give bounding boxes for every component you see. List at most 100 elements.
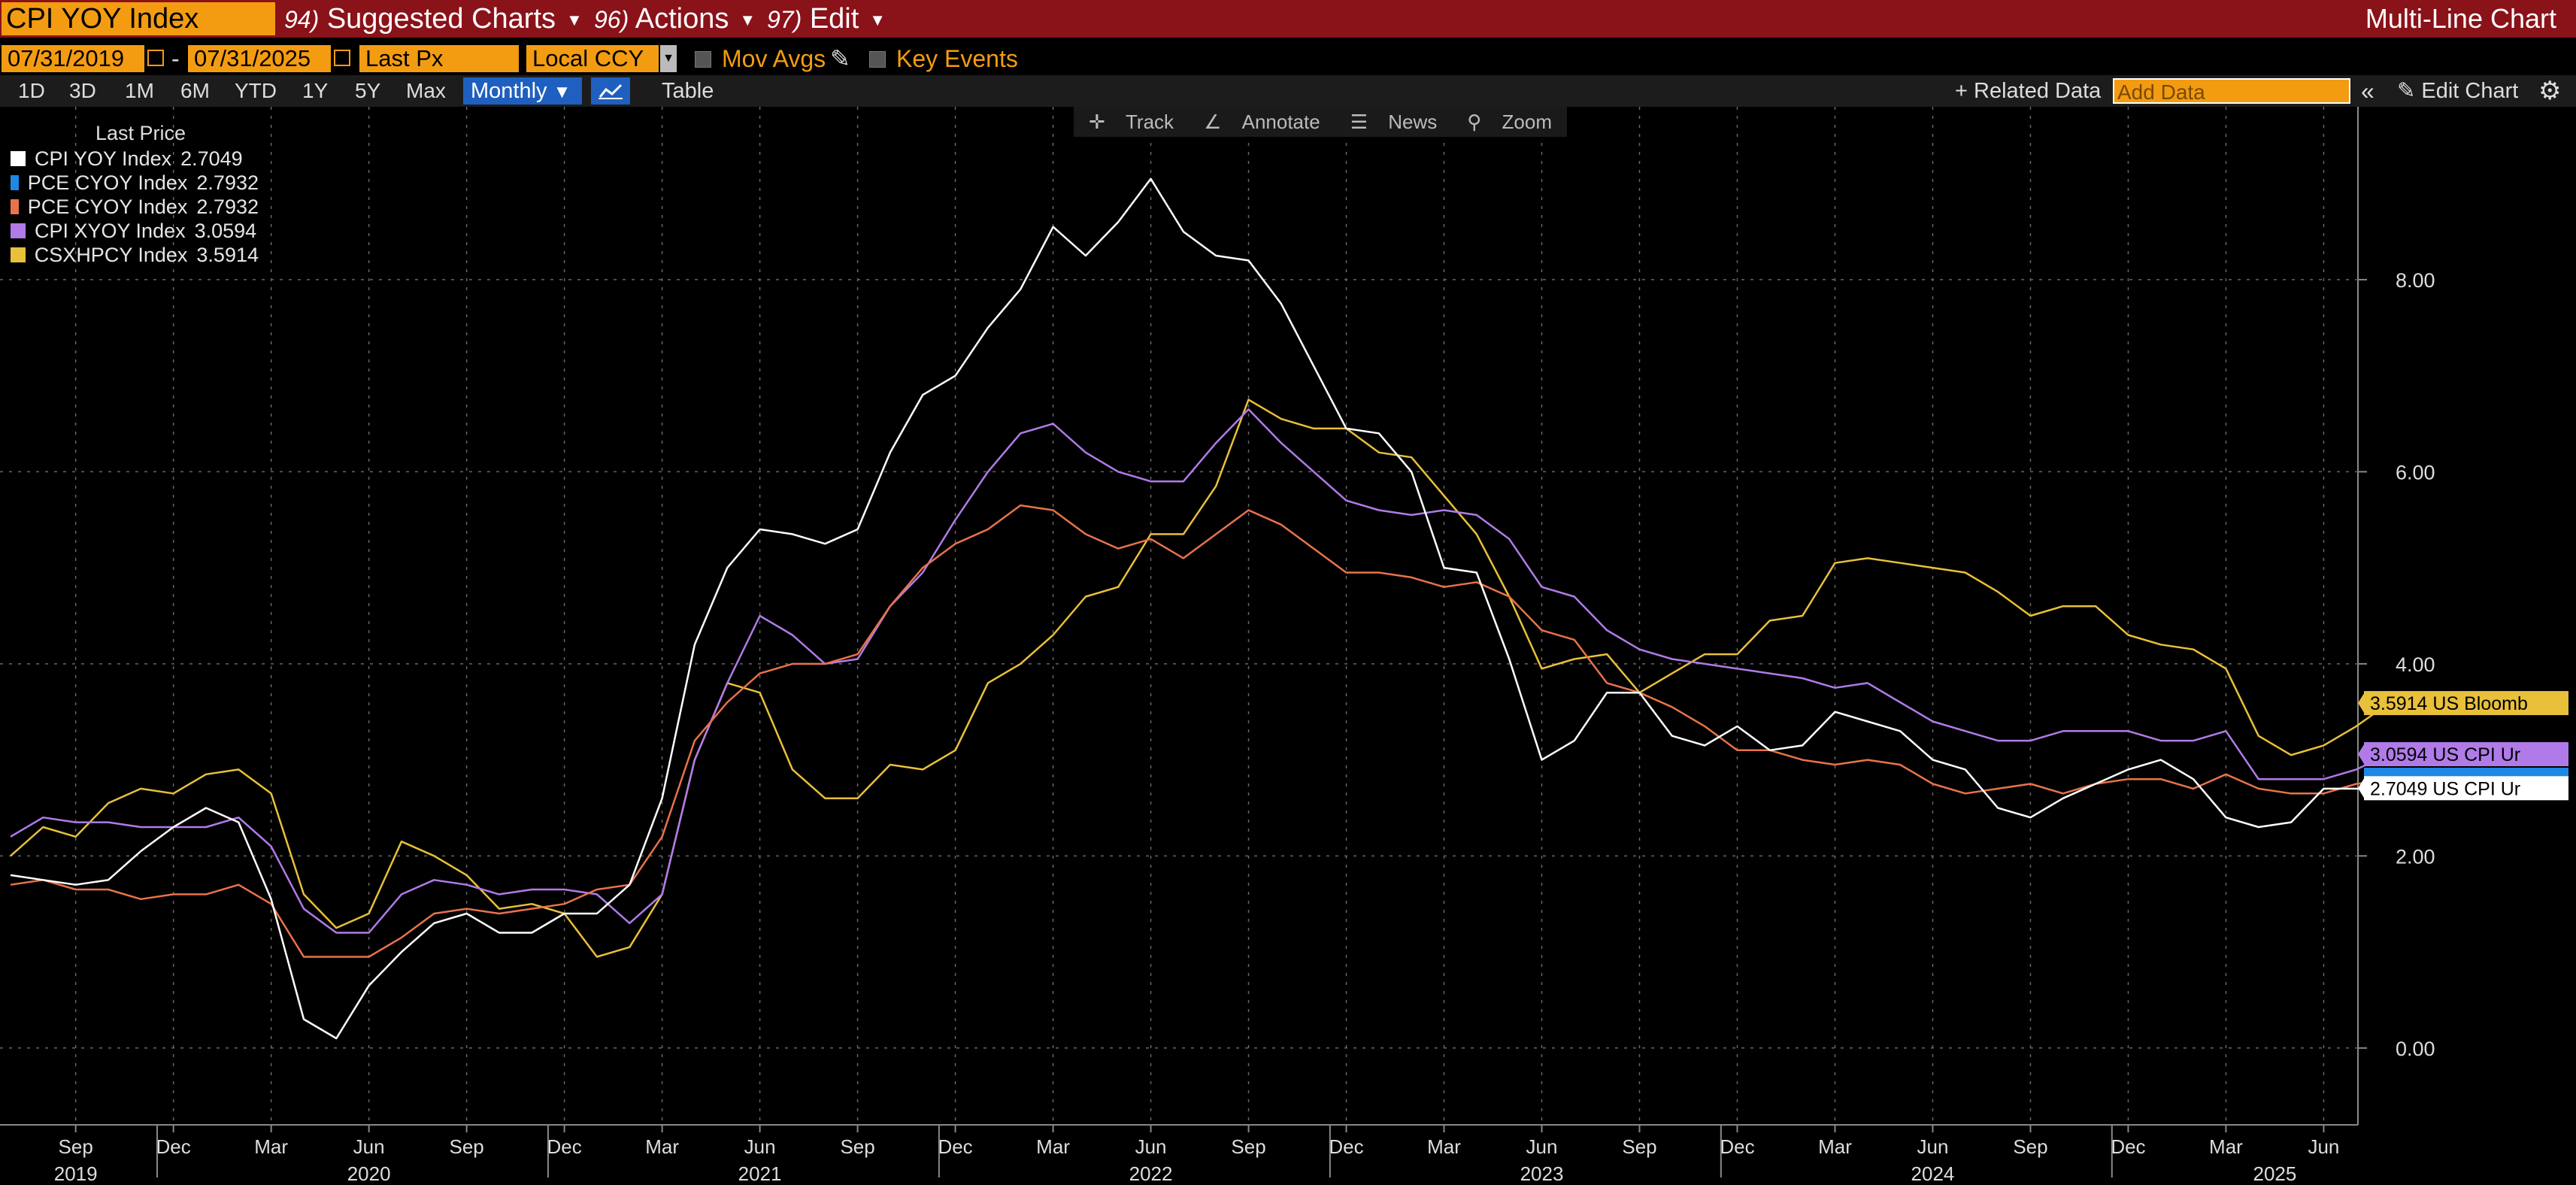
- legend: Last Price CPI YOY Index 2.7049 PCE CYOY …: [11, 122, 259, 267]
- frequency-label: Monthly: [471, 79, 547, 103]
- title-bar: CPI YOY Index 94) Suggested Charts ▼ 96) …: [0, 0, 2576, 38]
- x-tick-label: Dec: [1329, 1135, 1363, 1158]
- chevron-down-icon[interactable]: ▼: [660, 45, 677, 72]
- annotate-tool[interactable]: ∠ Annotate: [1196, 111, 1328, 134]
- period-3d[interactable]: 3D: [69, 79, 96, 102]
- x-tick-label: Jun: [1917, 1135, 1949, 1158]
- period-toolbar: 1D 3D 1M 6M YTD 1Y 5Y Max Monthly ▼ Tabl…: [0, 75, 2576, 107]
- legend-swatch: [11, 151, 26, 166]
- series-line: [10, 399, 2390, 958]
- x-tick-label: Mar: [1036, 1135, 1070, 1158]
- table-tab[interactable]: Table: [662, 79, 714, 103]
- caret-down-icon: ▼: [553, 82, 571, 102]
- news-tool[interactable]: ☰ News: [1343, 111, 1445, 134]
- y-tick-label: 8.00: [2396, 269, 2435, 292]
- end-label-box: [2364, 742, 2568, 767]
- line-chart[interactable]: 8.00 6.00 4.00 2.00 0.00 Sep Dec Mar Jun Sep Dec M…: [0, 107, 2576, 1185]
- chart-tools-bar: ✛ Track ∠ Annotate ☰ News ⚲ Zoom: [1074, 107, 1568, 137]
- period-max[interactable]: Max: [406, 79, 446, 102]
- grid-lines: [0, 107, 2359, 1126]
- track-label: Track: [1126, 110, 1174, 133]
- end-label-text: 3.5914 US Bloomb: [2370, 693, 2528, 714]
- x-tick-label: Mar: [1818, 1135, 1852, 1158]
- x-tick-label: Sep: [449, 1135, 483, 1158]
- frequency-select[interactable]: Monthly ▼: [463, 77, 582, 105]
- period-6m[interactable]: 6M: [180, 79, 210, 102]
- currency-select[interactable]: Local CCY: [526, 45, 659, 72]
- y-axis: 8.00 6.00 4.00 2.00 0.00: [2358, 269, 2435, 1060]
- series-line: [10, 177, 2390, 1040]
- end-label-pointer: [2358, 691, 2365, 716]
- start-date-input[interactable]: 07/31/2019: [2, 45, 144, 72]
- legend-name: CPI XYOY Index: [35, 219, 186, 242]
- x-tick-label: Dec: [2111, 1135, 2145, 1158]
- series-line: [10, 504, 2390, 958]
- mov-avgs-checkbox[interactable]: [695, 51, 711, 68]
- crosshair-icon: ✛: [1089, 110, 1111, 133]
- x-tick-label: Mar: [1427, 1135, 1461, 1158]
- legend-swatch: [11, 199, 19, 214]
- caret-down-icon: ▼: [566, 10, 583, 29]
- y-tick-label: 4.00: [2396, 653, 2435, 676]
- legend-value: 2.7049: [180, 147, 243, 170]
- period-1m[interactable]: 1M: [125, 79, 154, 102]
- x-tick-label: Dec: [547, 1135, 581, 1158]
- x-tick-label: Jun: [353, 1135, 385, 1158]
- legend-header: Last Price: [95, 122, 186, 144]
- suggested-charts-menu[interactable]: 94) Suggested Charts ▼: [284, 0, 583, 38]
- x-axis: Sep Dec Mar Jun Sep Dec Mar Jun Sep Dec Mar Jun Sep D…: [54, 1125, 2339, 1185]
- price-field-select[interactable]: Last Px: [359, 45, 519, 72]
- legend-item[interactable]: CPI XYOY Index 3.0594: [11, 219, 259, 243]
- key-events-checkbox[interactable]: [869, 51, 886, 68]
- caret-down-icon: ▼: [739, 10, 756, 29]
- period-5y[interactable]: 5Y: [355, 79, 381, 102]
- period-ytd[interactable]: YTD: [235, 79, 277, 102]
- menu-number: 97): [767, 6, 802, 33]
- x-tick-label: Dec: [1720, 1135, 1754, 1158]
- x-year-label: 2023: [1520, 1162, 1564, 1185]
- add-data-input[interactable]: Add Data: [2113, 78, 2350, 104]
- mov-avgs-label: Mov Avgs: [722, 45, 826, 72]
- x-tick-label: Sep: [840, 1135, 874, 1158]
- zoom-tool[interactable]: ⚲ Zoom: [1459, 111, 1559, 134]
- calendar-icon[interactable]: [147, 50, 164, 66]
- caret-down-icon: ▼: [869, 10, 886, 29]
- pencil-icon: ✎: [2397, 79, 2422, 103]
- pencil-icon[interactable]: ✎: [830, 45, 850, 72]
- legend-item[interactable]: CPI YOY Index 2.7049: [11, 147, 259, 171]
- series-layer: [10, 177, 2390, 1040]
- legend-item[interactable]: PCE CYOY Index 2.7932: [11, 195, 259, 219]
- x-year-label: 2022: [1129, 1162, 1173, 1185]
- line-chart-icon[interactable]: [591, 77, 630, 105]
- legend-name: CPI YOY Index: [35, 147, 172, 170]
- end-label-pointer: [2358, 742, 2365, 767]
- series-line: [10, 408, 2390, 934]
- related-data-label: Related Data: [1974, 79, 2102, 103]
- edit-menu[interactable]: 97) Edit ▼: [767, 0, 886, 38]
- related-data-button[interactable]: + Related Data: [1955, 75, 2114, 107]
- x-tick-label: Dec: [938, 1135, 972, 1158]
- actions-menu[interactable]: 96) Actions ▼: [594, 0, 756, 38]
- date-separator: -: [171, 45, 180, 72]
- end-date-input[interactable]: 07/31/2025: [188, 45, 331, 72]
- calendar-icon[interactable]: [334, 50, 350, 66]
- gear-icon[interactable]: ⚙: [2538, 77, 2562, 105]
- end-labels: 3.5914 US Bloomb 3.0594 US CPI Ur 2.7049 U…: [2358, 691, 2568, 801]
- legend-item[interactable]: CSXHPCY Index 3.5914: [11, 243, 259, 267]
- edit-chart-button[interactable]: ✎ Edit Chart: [2397, 75, 2518, 107]
- end-label-box: [2364, 691, 2568, 716]
- collapse-icon[interactable]: «: [2361, 77, 2374, 105]
- x-tick-label: Jun: [1526, 1135, 1558, 1158]
- x-tick-label: Sep: [1622, 1135, 1656, 1158]
- y-tick-label: 6.00: [2396, 461, 2435, 483]
- menu-label: Actions: [635, 3, 729, 35]
- legend-item[interactable]: PCE CYOY Index 2.7932: [11, 171, 259, 195]
- track-tool[interactable]: ✛ Track: [1081, 111, 1181, 134]
- ticker-input[interactable]: CPI YOY Index: [2, 2, 275, 35]
- x-year-label: 2021: [738, 1162, 782, 1185]
- period-1d[interactable]: 1D: [18, 79, 45, 102]
- period-1y[interactable]: 1Y: [302, 79, 329, 102]
- annotate-label: Annotate: [1241, 110, 1320, 133]
- x-tick-label: Jun: [2308, 1135, 2339, 1158]
- x-tick-label: Dec: [156, 1135, 191, 1158]
